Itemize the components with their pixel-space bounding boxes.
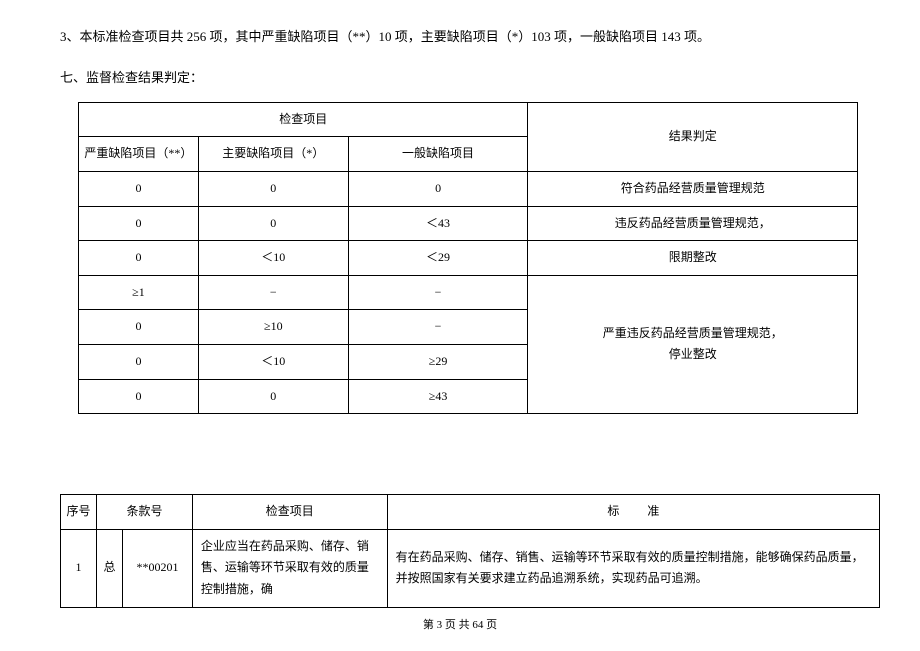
- cell-severe: 0: [79, 171, 199, 206]
- standard-char-2: 准: [647, 504, 659, 518]
- cell-major: 0: [198, 171, 348, 206]
- header-major: 主要缺陷项目（*）: [198, 137, 348, 172]
- result-line-2: 停业整改: [532, 344, 853, 366]
- table-row: 0 0 0 符合药品经营质量管理规范: [79, 171, 858, 206]
- cell-check-item: 企业应当在药品采购、储存、销售、运输等环节采取有效的质量控制措施，确: [192, 529, 387, 607]
- cell-major: 0: [198, 379, 348, 414]
- detail-table: 序号 条款号 检查项目 标准 1 总 **00201 企业应当在药品采购、储存、…: [60, 494, 880, 607]
- cell-minor: 0: [348, 171, 528, 206]
- header-seq: 序号: [61, 495, 97, 530]
- cell-seq: 1: [61, 529, 97, 607]
- cell-severe: 0: [79, 310, 199, 345]
- cell-major: ≥10: [198, 310, 348, 345]
- judgement-table: 检查项目 结果判定 严重缺陷项目（**） 主要缺陷项目（*） 一般缺陷项目 0 …: [78, 102, 858, 414]
- cell-standard: 有在药品采购、储存、销售、运输等环节采取有效的质量控制措施，能够确保药品质量，并…: [387, 529, 879, 607]
- table-row: ≥1 − − 严重违反药品经营质量管理规范， 停业整改: [79, 275, 858, 310]
- header-clause: 条款号: [96, 495, 192, 530]
- section-7-heading: 七、监督检查结果判定：: [60, 66, 860, 89]
- cell-clause: **00201: [122, 529, 192, 607]
- cell-major: ＜10: [198, 344, 348, 379]
- cell-result: 符合药品经营质量管理规范: [528, 171, 858, 206]
- standard-char-1: 标: [607, 504, 647, 518]
- header-check-items: 检查项目: [79, 102, 528, 137]
- table-row: 0 0 ＜43 违反药品经营质量管理规范，: [79, 206, 858, 241]
- cell-minor: ≥29: [348, 344, 528, 379]
- table-row: 0 ＜10 ＜29 限期整改: [79, 241, 858, 276]
- cell-severe: ≥1: [79, 275, 199, 310]
- cell-major: ＜10: [198, 241, 348, 276]
- cell-minor: ＜43: [348, 206, 528, 241]
- cell-severe: 0: [79, 241, 199, 276]
- header-standard: 标准: [387, 495, 879, 530]
- cell-severe: 0: [79, 206, 199, 241]
- result-line-1: 严重违反药品经营质量管理规范，: [532, 323, 853, 345]
- cell-result-merged: 严重违反药品经营质量管理规范， 停业整改: [528, 275, 858, 413]
- cell-minor: ＜29: [348, 241, 528, 276]
- cell-minor: −: [348, 275, 528, 310]
- header-minor: 一般缺陷项目: [348, 137, 528, 172]
- header-check-item: 检查项目: [192, 495, 387, 530]
- cell-severe: 0: [79, 379, 199, 414]
- page-footer: 第 3 页 共 64 页: [60, 616, 860, 636]
- cell-minor: −: [348, 310, 528, 345]
- cell-category: 总: [96, 529, 122, 607]
- paragraph-item-3: 3、本标准检查项目共 256 项，其中严重缺陷项目（**）10 项，主要缺陷项目…: [60, 25, 860, 48]
- cell-result: 违反药品经营质量管理规范，: [528, 206, 858, 241]
- cell-minor: ≥43: [348, 379, 528, 414]
- cell-major: 0: [198, 206, 348, 241]
- table-row: 1 总 **00201 企业应当在药品采购、储存、销售、运输等环节采取有效的质量…: [61, 529, 880, 607]
- cell-result: 限期整改: [528, 241, 858, 276]
- cell-severe: 0: [79, 344, 199, 379]
- cell-major: −: [198, 275, 348, 310]
- header-severe: 严重缺陷项目（**）: [79, 137, 199, 172]
- header-result: 结果判定: [528, 102, 858, 171]
